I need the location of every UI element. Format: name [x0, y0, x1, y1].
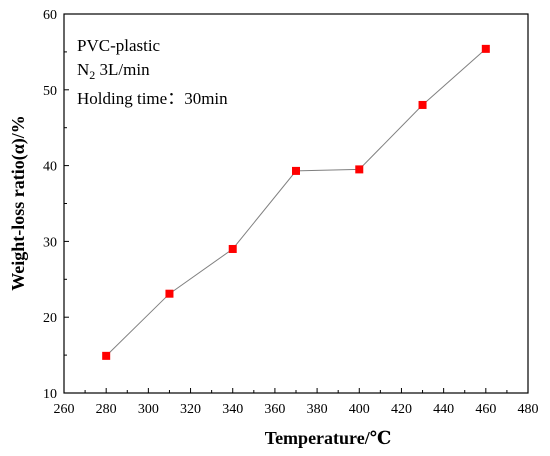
x-tick-label: 460 [475, 402, 496, 417]
data-point [355, 165, 364, 174]
x-tick-label: 440 [433, 402, 454, 417]
x-tick-label: 260 [54, 402, 75, 417]
y-tick-label: 50 [43, 84, 57, 99]
y-tick-label: 60 [43, 8, 57, 23]
series [102, 44, 490, 360]
data-point [228, 244, 237, 253]
annotation-gas-subscript: 2 [89, 68, 95, 82]
x-tick-label: 380 [307, 402, 328, 417]
y-tick-label: 40 [43, 160, 57, 175]
annotation-holding-time: Holding time：30min [77, 89, 228, 108]
annotation-material: PVC-plastic [77, 36, 161, 55]
data-point [418, 100, 427, 109]
y-tick-label: 30 [43, 235, 57, 250]
annotation-gas-flow: N2 3L/min [77, 60, 150, 82]
data-point [481, 44, 490, 53]
x-tick-label: 300 [138, 402, 159, 417]
data-point [165, 289, 174, 298]
x-tick-label: 280 [96, 402, 117, 417]
x-tick-label: 320 [180, 402, 201, 417]
data-point [102, 351, 111, 360]
x-tick-label: 480 [518, 402, 539, 417]
y-tick-label: 10 [43, 387, 57, 402]
y-tick-label: 20 [43, 311, 57, 326]
x-tick-label: 420 [391, 402, 412, 417]
x-tick-label: 400 [349, 402, 370, 417]
y-axis-title: Weight-loss ratio(α)/% [8, 115, 29, 291]
ticks: 260 280 300 320 340 360 380 400 420 440 460 4801020… [43, 8, 539, 417]
x-axis-title: Temperature/℃ [265, 428, 392, 448]
data-point [292, 166, 300, 175]
annotation-gas-symbol: N [77, 60, 89, 79]
x-tick-label: 340 [222, 402, 243, 417]
annotation-gas-rate: 3L/min [95, 60, 150, 79]
x-tick-label: 360 [264, 402, 285, 417]
